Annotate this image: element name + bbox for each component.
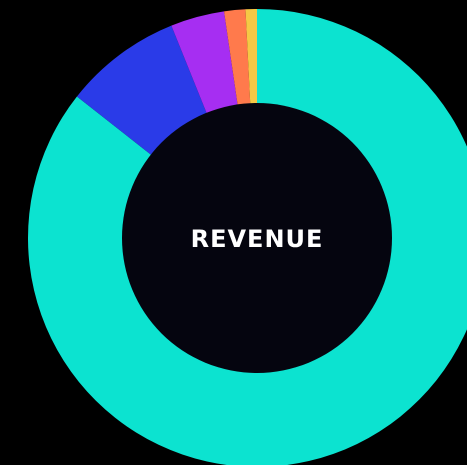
center-label: REVENUE — [191, 225, 324, 253]
wedge — [28, 9, 467, 465]
donut-hole — [122, 103, 392, 373]
wedge — [76, 25, 207, 156]
wedge — [171, 11, 238, 114]
wedge — [245, 9, 257, 105]
wedge — [224, 9, 251, 106]
wedges — [28, 9, 467, 465]
